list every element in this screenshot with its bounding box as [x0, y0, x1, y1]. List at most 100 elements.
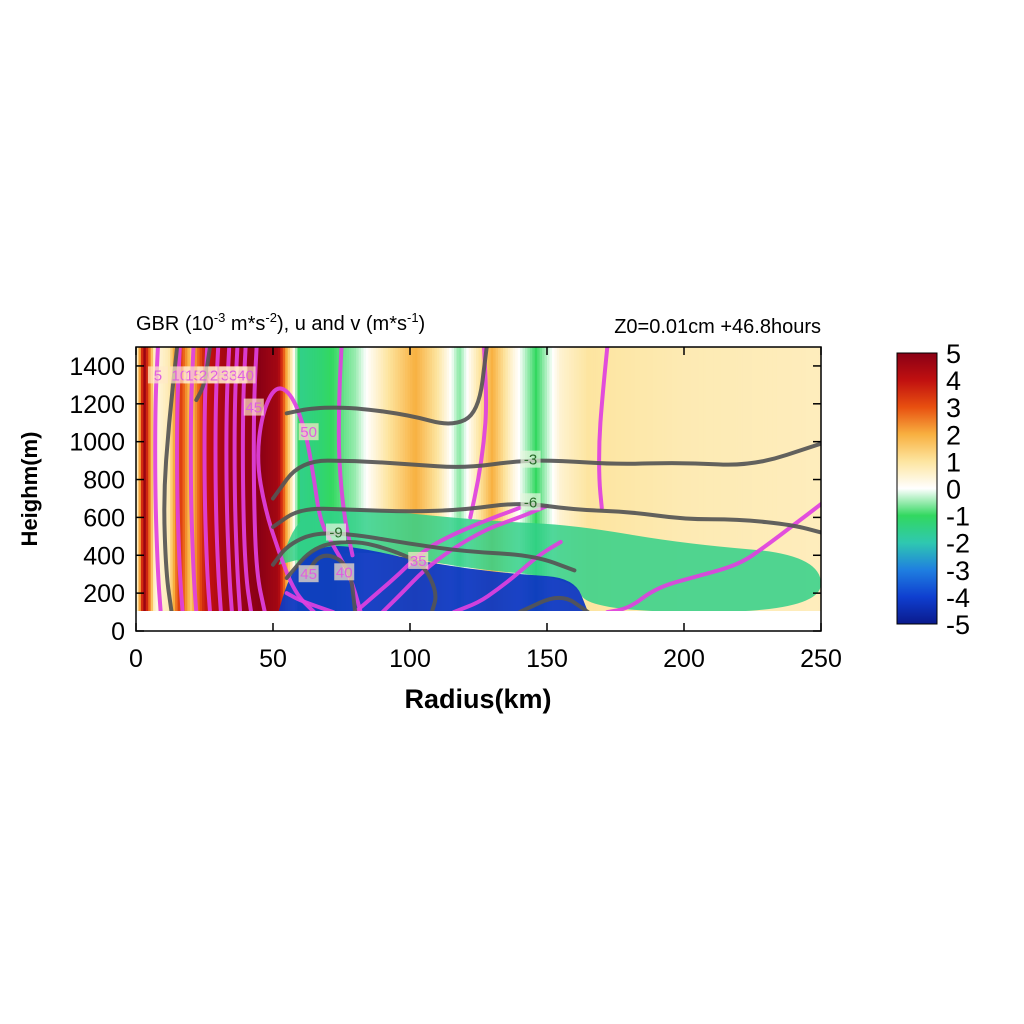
field-column: [273, 347, 277, 613]
field-column: [505, 347, 509, 613]
field-column: [798, 347, 803, 613]
field-column: [238, 347, 242, 613]
field-column: [666, 347, 670, 613]
field-column: [500, 347, 504, 613]
field-column: [329, 347, 333, 613]
y-axis-ticks: 0 200 400 600 800 1000 1200 1400: [69, 353, 821, 646]
field-column: [255, 347, 259, 613]
field-column: [595, 347, 599, 613]
field-column: [219, 347, 223, 613]
field-column: [397, 347, 401, 613]
field-column: [326, 347, 330, 613]
field-column: [263, 347, 267, 613]
field-column: [424, 347, 428, 613]
field-column: [796, 347, 800, 613]
field-column: [187, 347, 191, 613]
field-column: [593, 347, 597, 613]
x-tick-label: 100: [389, 645, 431, 673]
field-column: [652, 347, 656, 613]
field-column: [544, 347, 548, 613]
field-column: [502, 347, 507, 613]
field-column: [600, 347, 604, 613]
field-column: [529, 347, 533, 613]
field-column: [684, 347, 688, 613]
colorbar-tick-label: 1: [946, 447, 961, 477]
contour-label-bg: [147, 366, 168, 384]
field-column: [750, 347, 754, 613]
field-column: [710, 347, 714, 613]
field-column: [182, 347, 186, 613]
field-column: [346, 347, 350, 613]
field-column: [434, 347, 438, 613]
field-column: [573, 347, 577, 613]
field-column: [375, 347, 379, 613]
field-column: [167, 347, 171, 613]
contour-label: 50: [300, 424, 317, 441]
field-column: [693, 347, 697, 613]
field-column: [454, 347, 458, 613]
contour-label: 35: [410, 553, 427, 570]
field-column: [287, 347, 291, 613]
contour-label-bg: [298, 423, 319, 441]
field-column: [720, 347, 724, 613]
y-tick-label: 800: [83, 467, 125, 495]
v-contour-9: [256, 386, 363, 615]
field-column: [143, 347, 147, 613]
field-column: [610, 347, 614, 613]
field-column: [488, 347, 492, 613]
field-column: [192, 347, 196, 613]
colorbar-tick-label: -4: [946, 583, 970, 613]
field-column: [801, 347, 805, 613]
field-column: [466, 347, 470, 613]
field-column: [615, 347, 619, 613]
field-column: [405, 347, 409, 613]
field-column: [334, 347, 338, 613]
y-tick-label: 1200: [69, 391, 125, 419]
contour-label-bg: [298, 565, 319, 583]
field-column: [737, 347, 741, 613]
colorbar-tick-label: -2: [946, 529, 970, 559]
u-contour-3: [284, 347, 489, 426]
v-contour-12: [380, 504, 549, 615]
field-column: [566, 347, 570, 613]
field-column: [644, 347, 648, 613]
field-column: [617, 347, 621, 613]
field-column: [387, 347, 392, 613]
field-column: [564, 347, 568, 613]
field-column: [184, 347, 188, 613]
field-column: [806, 347, 810, 613]
field-column: [246, 347, 250, 613]
field-column: [649, 347, 653, 613]
field-column: [265, 347, 269, 613]
y-tick-label: 0: [111, 618, 125, 646]
field-column: [625, 347, 629, 613]
v-contour-13: [451, 540, 563, 615]
field-column: [197, 347, 201, 613]
field-column: [554, 347, 558, 613]
field-column: [752, 347, 756, 613]
field-column: [583, 347, 587, 613]
field-column: [691, 347, 695, 613]
field-column: [740, 347, 744, 613]
field-column: [295, 347, 299, 613]
field-column: [292, 347, 296, 613]
field-column: [368, 347, 372, 613]
contour-label: 45: [245, 400, 262, 417]
field-column: [483, 347, 487, 613]
field-column: [228, 347, 233, 613]
field-column: [527, 347, 531, 613]
x-tick-label: 200: [663, 645, 705, 673]
contour-label: 40: [237, 367, 254, 384]
field-column: [410, 347, 414, 613]
field-column: [578, 347, 582, 613]
field-column: [774, 347, 778, 613]
contour-label-bg: [408, 551, 429, 569]
field-column: [373, 347, 377, 613]
field-column: [277, 347, 281, 613]
field-column: [507, 347, 511, 613]
field-column: [762, 347, 766, 613]
field-column: [356, 347, 360, 613]
field-column: [361, 347, 365, 613]
contour-label: -6: [524, 494, 537, 511]
field-column: [542, 347, 546, 613]
